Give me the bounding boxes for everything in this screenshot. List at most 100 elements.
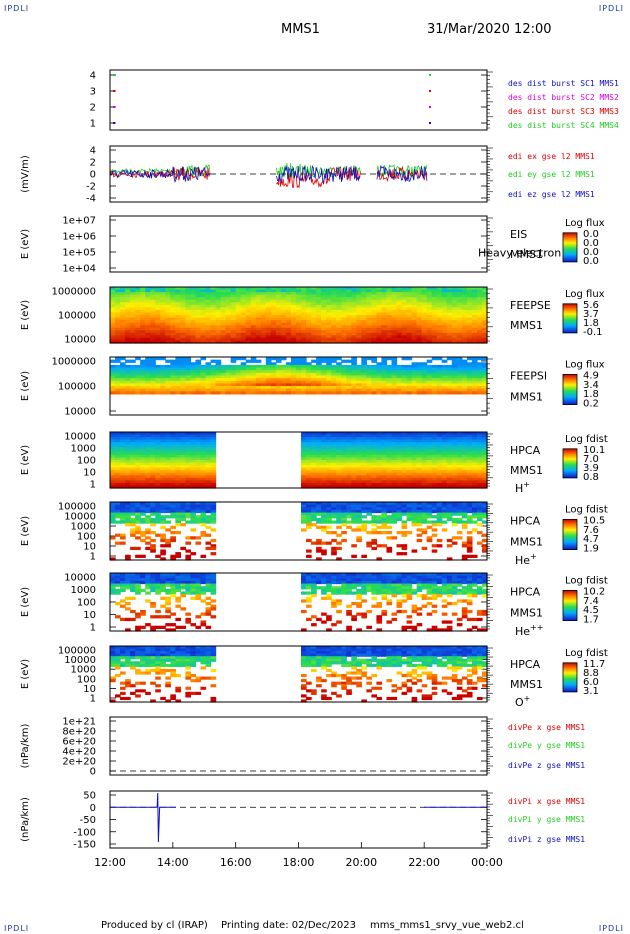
- heatmap-cell: [285, 380, 292, 384]
- heatmap-cell: [240, 364, 247, 369]
- heatmap-cell: [120, 439, 126, 443]
- heatmap-cell: [366, 439, 372, 443]
- heatmap-cell: [331, 287, 337, 291]
- heatmap-cell: [225, 317, 232, 321]
- heatmap-cell: [311, 302, 317, 306]
- heatmap-cell: [341, 312, 347, 316]
- heatmap-cell: [466, 289, 473, 293]
- heatmap-cell: [386, 520, 393, 524]
- heatmap-cell: [331, 307, 337, 311]
- heatmap-cell: [411, 320, 418, 324]
- heatmap-cell: [316, 359, 322, 363]
- heatmap-cell: [215, 297, 222, 301]
- heatmap-cell: [386, 454, 393, 459]
- heatmap-cell: [306, 307, 312, 311]
- heatmap-cell: [130, 370, 136, 374]
- heatmap-cell: [135, 472, 141, 476]
- heatmap-cell: [391, 304, 398, 308]
- heatmap-cell: [180, 317, 186, 321]
- heatmap-cell: [145, 528, 151, 532]
- heatmap-cell: [180, 477, 186, 481]
- y-tick-label: 2: [90, 103, 96, 114]
- heatmap-cell: [431, 452, 438, 456]
- heatmap-cell: [195, 383, 202, 387]
- heatmap-cell: [115, 386, 121, 390]
- heatmap-cell: [135, 504, 141, 508]
- heatmap-cell: [416, 460, 423, 464]
- heatmap-cell: [406, 531, 413, 535]
- heatmap-cell: [195, 460, 202, 464]
- heatmap-cell: [356, 528, 362, 532]
- heatmap-cell: [351, 457, 357, 461]
- heatmap-cell: [110, 372, 116, 377]
- heatmap-cell: [205, 340, 212, 344]
- heatmap-cell: [180, 583, 186, 587]
- heatmap-cell: [255, 337, 262, 342]
- heatmap-cell: [195, 378, 202, 382]
- heatmap-cell: [110, 454, 116, 459]
- heatmap-cell: [210, 309, 217, 314]
- heatmap-cell: [331, 462, 337, 466]
- heatmap-cell: [436, 332, 443, 336]
- heatmap-cell: [351, 315, 357, 319]
- heatmap-cell: [376, 304, 383, 308]
- heatmap-cell: [336, 375, 342, 379]
- heatmap-cell: [436, 432, 443, 436]
- heatmap-cell: [301, 507, 307, 511]
- heatmap-cell: [200, 372, 207, 377]
- heatmap-cell: [481, 304, 488, 308]
- heatmap-cell: [451, 372, 458, 377]
- heatmap-cell: [160, 434, 166, 438]
- heatmap-cell: [130, 439, 136, 443]
- heatmap-cell: [145, 340, 151, 344]
- heatmap-cell: [240, 386, 247, 390]
- heatmap-cell: [401, 512, 408, 516]
- heatmap-cell: [366, 309, 372, 314]
- heatmap-cell: [135, 335, 141, 339]
- heatmap-cell: [466, 465, 473, 469]
- heatmap-cell: [165, 462, 171, 466]
- heatmap-cell: [165, 509, 171, 514]
- heatmap-cell: [371, 509, 378, 514]
- heatmap-cell: [110, 452, 116, 456]
- heatmap-cell: [371, 475, 378, 479]
- heatmap-cell: [210, 552, 217, 556]
- heatmap-cell: [401, 304, 408, 308]
- heatmap-cell: [185, 502, 192, 506]
- heatmap-cell: [426, 444, 433, 448]
- heatmap-cell: [351, 364, 357, 369]
- heatmap-cell: [471, 332, 478, 336]
- heatmap-cell: [386, 472, 393, 476]
- heatmap-cell: [195, 297, 202, 301]
- heatmap-cell: [145, 520, 151, 524]
- heatmap-cell: [371, 312, 378, 316]
- heatmap-cell: [431, 515, 438, 519]
- heatmap-cell: [205, 475, 212, 479]
- heatmap-cell: [160, 442, 166, 446]
- heatmap-cell: [185, 509, 192, 514]
- heatmap-cell: [356, 309, 362, 314]
- heatmap-cell: [205, 482, 212, 487]
- heatmap-cell: [235, 386, 242, 390]
- heatmap-cell: [446, 383, 453, 387]
- heatmap-cell: [366, 312, 372, 316]
- heatmap-cell: [110, 312, 116, 316]
- heatmap-cell: [316, 541, 322, 545]
- heatmap-cell: [170, 335, 176, 339]
- heatmap-cell: [165, 444, 171, 448]
- heatmap-cell: [135, 615, 141, 619]
- heatmap-cell: [311, 375, 317, 379]
- heatmap-cell: [386, 549, 393, 553]
- heatmap-cell: [391, 512, 398, 516]
- heatmap-cell: [200, 309, 207, 314]
- heatmap-cell: [205, 391, 212, 395]
- heatmap-cell: [381, 457, 388, 461]
- heatmap-cell: [411, 335, 418, 339]
- heatmap-cell: [220, 378, 227, 382]
- heatmap-cell: [260, 388, 267, 392]
- heatmap-cell: [326, 437, 332, 441]
- heatmap-cell: [130, 367, 136, 371]
- heatmap-cell: [190, 378, 197, 382]
- heatmap-cell: [255, 302, 262, 306]
- heatmap-cell: [331, 388, 337, 392]
